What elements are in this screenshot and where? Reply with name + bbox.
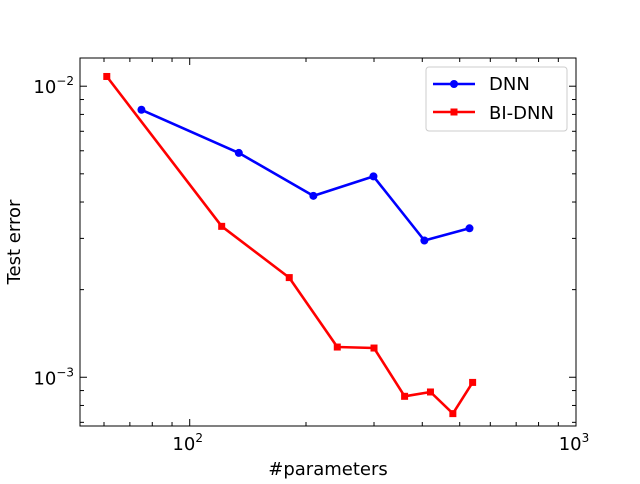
data-point-dnn: [309, 191, 318, 200]
data-point-dnn: [137, 105, 146, 114]
series-line-dnn: [140, 108, 470, 242]
x-tick-label: 102: [172, 431, 203, 455]
legend-bidnn-marker: [450, 108, 458, 116]
legend-bidnn-label: BI-DNN: [489, 103, 554, 124]
data-point-dnn: [369, 172, 378, 181]
data-point-bidnn: [370, 344, 378, 352]
data-point-dnn: [420, 236, 429, 245]
data-point-bidnn: [401, 392, 409, 400]
legend-dnn-marker: [450, 80, 458, 88]
data-point-bidnn: [103, 72, 111, 80]
y-tick-label: 10−2: [33, 74, 74, 98]
data-point-bidnn: [333, 343, 341, 351]
ticks-layer: [80, 58, 577, 426]
data-point-dnn: [465, 224, 474, 233]
data-point-bidnn: [469, 378, 477, 386]
legend: DNN BI-DNN: [425, 66, 568, 132]
data-point-bidnn: [449, 410, 457, 418]
x-axis-label: #parameters: [268, 459, 388, 480]
axes-frame: [79, 57, 577, 427]
y-axis-label: Test error: [4, 199, 25, 285]
y-tick-label: 10−3: [33, 365, 74, 389]
data-point-bidnn: [285, 274, 293, 282]
data-point-bidnn: [426, 388, 434, 396]
x-tick-label: 103: [559, 431, 590, 455]
data-point-bidnn: [218, 222, 226, 230]
legend-dnn-label: DNN: [489, 74, 530, 95]
data-point-dnn: [234, 148, 243, 157]
series-layer: [103, 72, 477, 418]
tick-labels: 102 103 10−3 10−2: [33, 74, 589, 455]
